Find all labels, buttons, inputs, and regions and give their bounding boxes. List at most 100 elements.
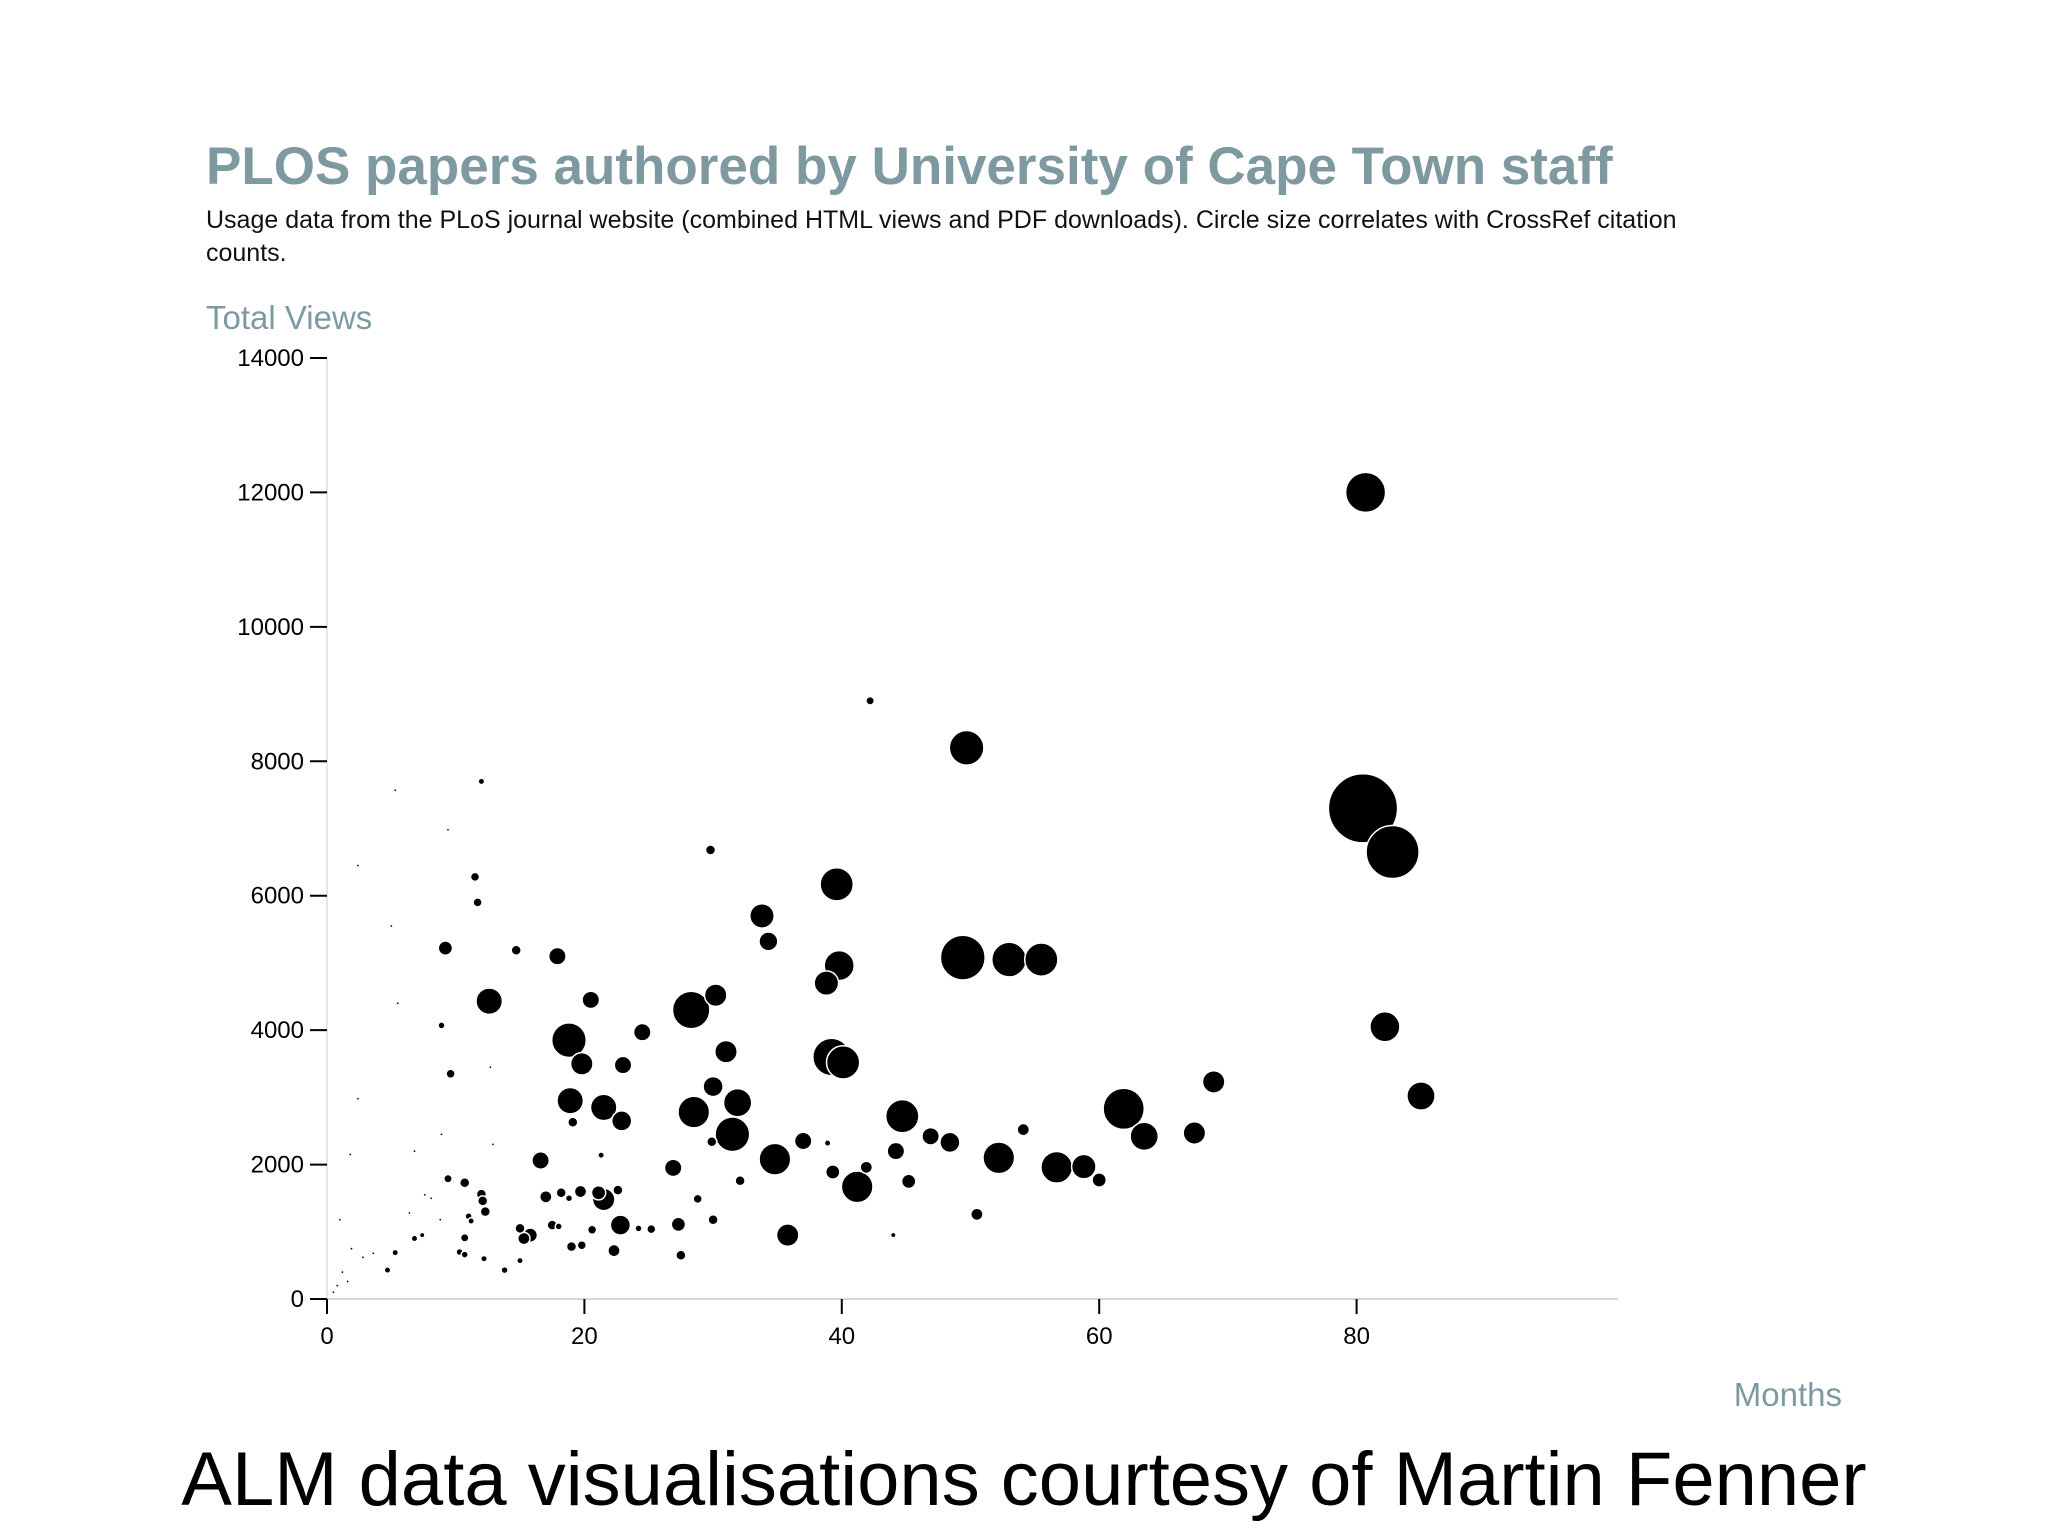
y-tick-label: 8000 (251, 748, 304, 775)
data-point (440, 1132, 443, 1136)
data-point (356, 864, 360, 867)
data-point (793, 1131, 813, 1151)
data-point (714, 1116, 751, 1153)
data-point (1182, 1121, 1207, 1145)
y-tick-label: 2000 (251, 1152, 304, 1179)
data-point (706, 1135, 718, 1148)
data-point (677, 1095, 711, 1129)
data-point (567, 1116, 579, 1128)
y-tick-label: 0 (291, 1286, 304, 1313)
data-point (646, 1223, 657, 1235)
y-axis-title: Total Views (206, 299, 372, 336)
data-point (749, 902, 775, 929)
data-point (445, 1068, 456, 1080)
data-point (576, 1239, 588, 1251)
data-point (722, 1087, 753, 1118)
data-point (610, 1110, 633, 1132)
data-point (538, 1189, 553, 1204)
data-point (396, 1001, 400, 1005)
x-axis-title: Months (1734, 1376, 1842, 1413)
data-point (886, 1141, 906, 1161)
data-point (383, 1266, 392, 1275)
data-point (607, 1243, 621, 1258)
data-point (419, 1232, 425, 1238)
data-point (554, 1222, 563, 1231)
data-point (361, 1255, 365, 1259)
data-point (1023, 942, 1059, 977)
data-point (1369, 1011, 1401, 1043)
data-point (840, 1170, 874, 1204)
data-point (429, 1196, 433, 1200)
data-point (825, 1045, 861, 1080)
data-point (900, 1173, 917, 1190)
data-point (581, 990, 601, 1010)
data-point (478, 778, 485, 785)
data-point (565, 1240, 578, 1253)
y-tick-label: 10000 (237, 614, 304, 641)
axes: 0 2000 4000 6000 8000 10000 12000 14000 0 20 40 60 8… (237, 345, 1618, 1350)
data-point (859, 1160, 874, 1175)
data-point (469, 871, 481, 883)
data-point (671, 990, 711, 1030)
data-point (514, 1222, 526, 1235)
data-point (423, 1193, 427, 1197)
data-point (531, 1151, 551, 1170)
x-tick-label: 60 (1086, 1323, 1113, 1350)
data-point (823, 1139, 832, 1148)
data-point (393, 788, 397, 792)
data-point (392, 1249, 399, 1256)
chart-title: PLOS papers authored by University of Ca… (206, 137, 1613, 196)
x-tick-label: 20 (571, 1323, 598, 1350)
data-point (475, 987, 504, 1016)
y-tick-label: 12000 (237, 479, 304, 506)
data-point (438, 1218, 442, 1222)
chart-subtitle: Usage data from the PLoS journal website… (206, 206, 1677, 267)
data-point (609, 1214, 632, 1236)
data-point (704, 844, 717, 856)
y-tick-label: 6000 (251, 883, 304, 910)
data-point (692, 1193, 703, 1205)
data-point (1365, 824, 1420, 880)
data-point (517, 1231, 531, 1246)
data-point (573, 1184, 588, 1199)
data-point (758, 1142, 792, 1176)
data-point (734, 1174, 746, 1187)
data-point (550, 1022, 588, 1059)
data-point (703, 983, 728, 1008)
data-point (982, 1141, 1016, 1175)
y-tick-label: 4000 (251, 1017, 304, 1044)
data-point (991, 941, 1028, 978)
data-point (1201, 1069, 1226, 1094)
data-point (555, 1187, 567, 1199)
data-point (819, 866, 855, 902)
data-point (670, 1216, 687, 1233)
data-point (1102, 1087, 1146, 1131)
data-point (586, 1224, 598, 1236)
data-point (663, 1158, 683, 1178)
data-points (332, 471, 1436, 1294)
data-point (1327, 772, 1399, 844)
data-point (1040, 1150, 1074, 1184)
data-point (437, 940, 454, 956)
data-point (458, 1176, 471, 1189)
data-point (390, 924, 393, 928)
data-point (410, 1234, 419, 1243)
data-point (884, 1098, 920, 1134)
data-point (371, 1251, 375, 1255)
data-point (510, 944, 522, 956)
data-point (356, 1097, 360, 1101)
data-point (1344, 471, 1387, 514)
data-point (460, 1250, 469, 1259)
data-point (1070, 1153, 1097, 1180)
data-point (500, 1265, 509, 1275)
data-point (1016, 1122, 1031, 1137)
data-point (590, 1184, 607, 1201)
x-tick-label: 0 (320, 1323, 333, 1350)
data-point (346, 1280, 349, 1283)
data-point (613, 1055, 633, 1075)
data-point (675, 1249, 687, 1262)
data-point (890, 1232, 896, 1238)
data-point (481, 1255, 487, 1262)
